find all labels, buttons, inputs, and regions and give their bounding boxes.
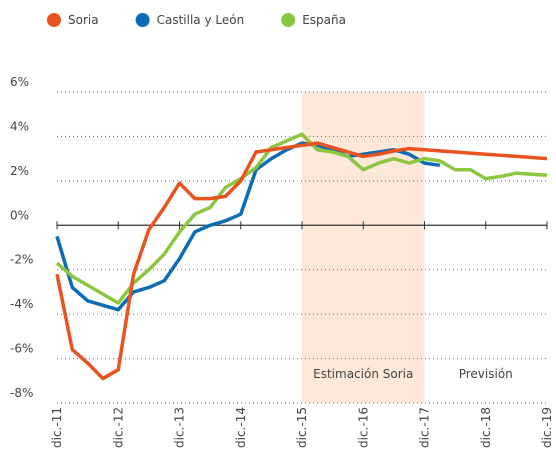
- forecast-band: [302, 92, 425, 403]
- y-tick-label: -2%: [10, 253, 33, 267]
- y-tick-label: -4%: [10, 297, 33, 311]
- legend-label: Castilla y León: [157, 13, 245, 27]
- annotation: Previsión: [459, 367, 513, 381]
- series-line: [55, 132, 548, 305]
- y-tick-label: 0%: [10, 208, 29, 222]
- x-tick-label: dic.-11: [50, 407, 64, 448]
- y-tick-label: 6%: [10, 75, 29, 89]
- y-tick-label: 2%: [10, 164, 29, 178]
- series-line: [55, 141, 548, 381]
- legend-marker: [135, 13, 150, 27]
- x-tick-label: dic.-14: [234, 407, 248, 448]
- x-tick-label: dic.-15: [295, 407, 309, 448]
- x-tick-label: dic.-13: [173, 407, 187, 448]
- x-tick-label: dic.-19: [540, 407, 554, 448]
- y-tick-label: 4%: [10, 119, 29, 133]
- annotation: Estimación Soria: [313, 367, 413, 381]
- series-line: [55, 141, 441, 312]
- y-tick-label: -8%: [10, 386, 33, 400]
- x-tick-label: dic.-18: [479, 407, 493, 448]
- legend-marker: [281, 13, 296, 27]
- x-tick-label: dic.-17: [418, 407, 432, 448]
- y-tick-label: -6%: [10, 342, 33, 356]
- x-tick-label: dic.-12: [111, 407, 125, 448]
- legend-label: Soria: [68, 13, 99, 27]
- legend-marker: [47, 13, 61, 27]
- legend-label: España: [302, 13, 346, 27]
- x-tick-label: dic.-16: [356, 407, 370, 448]
